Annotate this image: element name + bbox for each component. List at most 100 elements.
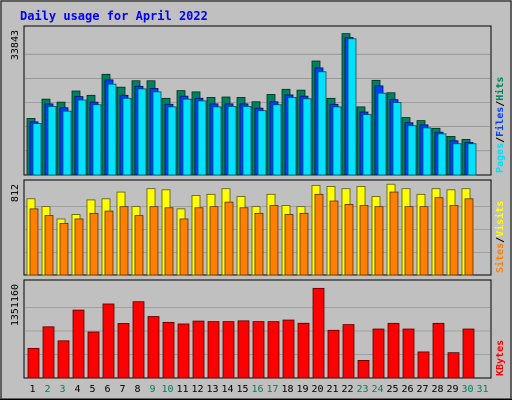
x-tick-label: 10	[161, 384, 173, 395]
bar-kbytes-day-10	[162, 321, 175, 379]
bar-pages-day-11	[182, 98, 192, 176]
bar-pages-day-27	[422, 127, 432, 176]
bar-pages-day-28	[437, 133, 447, 176]
bar-pages-day-23	[362, 114, 372, 176]
x-tick-label: 18	[281, 384, 293, 395]
x-tick-label: 20	[311, 384, 323, 395]
bar-pages-day-22	[347, 38, 357, 176]
x-tick-label: 27	[416, 384, 428, 395]
x-tick-label: 2	[44, 384, 50, 395]
x-tick-label: 25	[386, 384, 398, 395]
bar-sites-day-13	[209, 206, 219, 276]
bar-pages-day-9	[152, 91, 162, 176]
bar-sites-day-6	[104, 210, 114, 276]
bar-sites-day-9	[149, 206, 159, 276]
legend-item: Files	[494, 107, 506, 137]
x-tick-label: 12	[191, 384, 203, 395]
legend-item: Pages	[495, 143, 506, 173]
x-tick-label: 26	[401, 384, 413, 395]
bar-kbytes-day-11	[177, 323, 190, 379]
bar-sites-day-29	[449, 205, 459, 276]
bar-sites-day-24	[374, 206, 384, 276]
x-tick-label: 22	[341, 384, 353, 395]
bar-sites-day-14	[224, 201, 234, 276]
bar-pages-day-30	[467, 143, 477, 176]
x-tick-label: 1	[29, 384, 35, 395]
x-tick-label: 19	[296, 384, 308, 395]
x-tick-label: 6	[104, 384, 110, 395]
legend-middle: Sites/Visits	[494, 201, 506, 273]
x-tick-label: 16	[251, 384, 263, 395]
bar-kbytes-day-24	[372, 328, 385, 379]
x-tick-label: 21	[326, 384, 338, 395]
bar-sites-day-15	[239, 207, 249, 276]
x-tick-label: 30	[461, 384, 473, 395]
bar-kbytes-day-16	[252, 321, 265, 379]
bar-kbytes-day-25	[387, 322, 400, 379]
bar-pages-day-7	[122, 97, 132, 176]
bar-sites-day-5	[89, 212, 99, 276]
bar-pages-day-29	[452, 143, 462, 176]
bar-kbytes-day-18	[282, 319, 295, 379]
bar-sites-day-3	[59, 223, 69, 276]
x-tick-label: 24	[371, 384, 383, 395]
bar-kbytes-day-22	[342, 324, 355, 379]
bar-kbytes-day-30	[462, 328, 475, 379]
x-tick-label: 5	[89, 384, 95, 395]
bar-pages-day-20	[317, 71, 327, 176]
bar-sites-day-8	[134, 215, 144, 276]
x-tick-label: 11	[176, 384, 188, 395]
x-tick-label: 15	[236, 384, 248, 395]
bar-pages-day-17	[272, 104, 282, 176]
y-max-label: 812	[10, 184, 21, 202]
bar-kbytes-day-2	[42, 326, 55, 379]
bar-kbytes-day-21	[327, 329, 340, 379]
bar-sites-day-11	[179, 218, 189, 276]
x-tick-label: 3	[59, 384, 65, 395]
x-tick-label: 17	[266, 384, 278, 395]
bar-kbytes-day-20	[312, 287, 325, 379]
bar-pages-day-10	[167, 106, 177, 176]
bar-kbytes-day-23	[357, 359, 370, 379]
legend-top: Pages/Files/Hits	[494, 77, 506, 173]
bar-kbytes-day-5	[87, 331, 100, 379]
x-tick-label: 14	[221, 384, 233, 395]
x-tick-label: 7	[119, 384, 125, 395]
legend-item: Hits	[494, 77, 506, 101]
bar-sites-day-30	[464, 198, 474, 276]
bar-kbytes-day-8	[132, 301, 145, 379]
bar-kbytes-day-7	[117, 323, 130, 379]
legend-item: Visits	[494, 201, 506, 237]
bar-kbytes-day-4	[72, 309, 85, 379]
bar-pages-day-15	[242, 106, 252, 176]
bar-pages-day-24	[377, 92, 387, 176]
bar-kbytes-day-6	[102, 303, 115, 379]
legend-item: /	[495, 237, 506, 243]
legend-item: /	[495, 137, 506, 143]
bar-kbytes-day-17	[267, 321, 280, 379]
bar-sites-day-21	[329, 200, 339, 276]
legend-item: /	[495, 101, 506, 107]
bar-sites-day-7	[119, 206, 129, 276]
bar-sites-day-19	[299, 212, 309, 276]
bar-pages-day-3	[62, 110, 72, 176]
panel-bottom: 1351160 KBytes	[10, 279, 506, 379]
bar-pages-day-21	[332, 106, 342, 176]
bar-sites-day-26	[404, 206, 414, 276]
bar-pages-day-5	[92, 104, 102, 176]
x-tick-label: 8	[134, 384, 140, 395]
bar-sites-day-17	[269, 205, 279, 276]
bar-pages-day-8	[137, 88, 147, 176]
bar-sites-day-28	[434, 197, 444, 276]
bar-pages-day-13	[212, 106, 222, 176]
bar-kbytes-day-19	[297, 322, 310, 379]
legend-bottom: KBytes	[495, 340, 506, 376]
bar-kbytes-day-15	[237, 320, 250, 379]
bar-pages-day-6	[107, 83, 117, 176]
bar-pages-day-25	[392, 102, 402, 176]
bar-kbytes-day-27	[417, 351, 430, 379]
y-max-label: 33843	[10, 30, 21, 60]
bar-pages-day-12	[197, 100, 207, 176]
bar-sites-day-23	[359, 205, 369, 276]
bar-sites-day-2	[44, 215, 54, 276]
